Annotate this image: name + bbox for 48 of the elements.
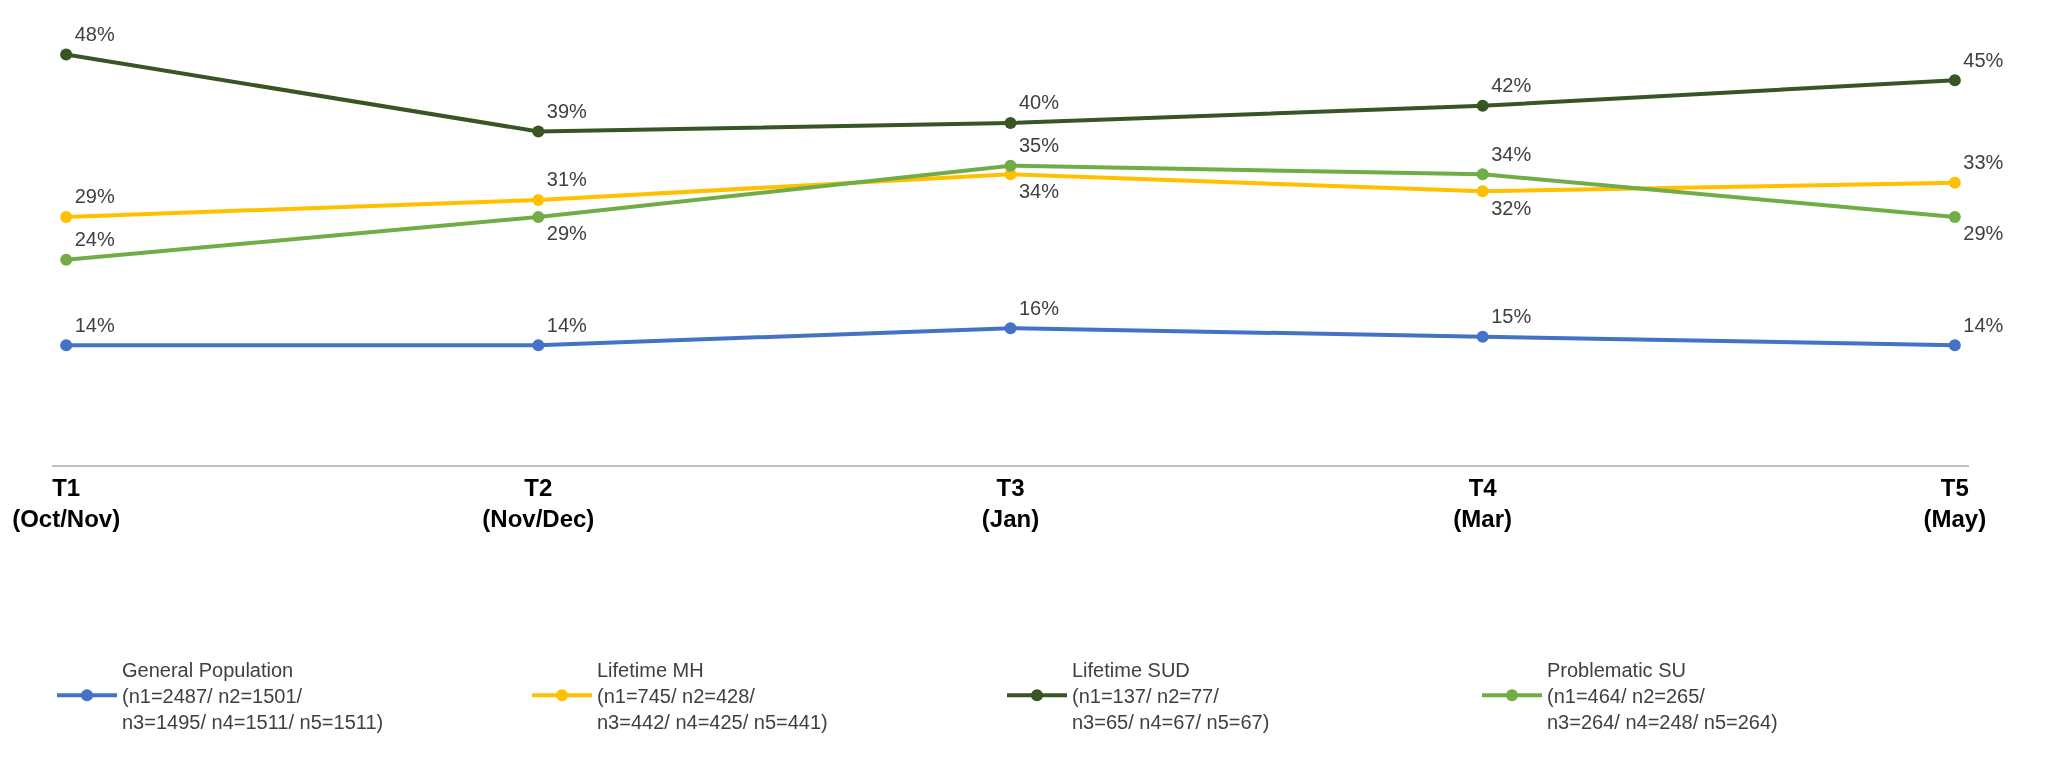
- data-label: 34%: [1019, 179, 1060, 202]
- point: [1476, 330, 1489, 343]
- data-label: 42%: [1491, 74, 1532, 97]
- data-label: 14%: [546, 313, 588, 336]
- point: [1948, 176, 1961, 189]
- point: [1004, 322, 1017, 335]
- data-label: 29%: [1963, 222, 2004, 245]
- x-tick-label: T3 (Jan): [981, 473, 1040, 532]
- point: [1476, 185, 1489, 198]
- point: [1948, 339, 1961, 352]
- data-label: 48%: [74, 23, 115, 45]
- data-label: 14%: [1963, 313, 2004, 336]
- point: [1948, 210, 1961, 223]
- x-tick-label: T1 (Oct/Nov): [12, 473, 121, 532]
- legend-label: Lifetime MH (n1=745/ n2=428/ n3=442/ n4=425/ n5=441): [597, 659, 828, 734]
- point: [1476, 168, 1489, 181]
- point: [1004, 159, 1017, 172]
- data-label: 14%: [74, 313, 115, 336]
- data-label: 29%: [546, 222, 588, 245]
- x-tick-label: T2 (Nov/Dec): [482, 473, 595, 532]
- point: [532, 210, 545, 223]
- point: [1948, 74, 1961, 87]
- point: [532, 193, 545, 206]
- x-tick-label: T5 (May): [1923, 473, 1987, 532]
- point: [532, 339, 545, 352]
- legend-label: Problematic SU (n1=464/ n2=265/ n3=264/ n4=248/ n5=264): [1547, 659, 1778, 734]
- data-label: 29%: [74, 185, 115, 208]
- point: [60, 253, 73, 266]
- data-label: 35%: [1019, 134, 1060, 157]
- data-label: 15%: [1491, 305, 1532, 328]
- legend-label: Lifetime SUD (n1=137/ n2=77/ n3=65/ n4=67/ n5=67): [1072, 659, 1270, 734]
- point: [60, 48, 73, 61]
- data-label: 31%: [546, 168, 588, 191]
- data-label: 34%: [1491, 142, 1532, 165]
- data-label: 32%: [1491, 196, 1532, 219]
- data-label: 39%: [546, 99, 588, 122]
- x-tick-label: T4 (Mar): [1453, 473, 1513, 532]
- data-label: 33%: [1963, 151, 2004, 174]
- data-label: 45%: [1963, 48, 2004, 71]
- point: [532, 125, 545, 138]
- data-label: 40%: [1019, 91, 1060, 114]
- data-label: 16%: [1019, 296, 1060, 319]
- point: [60, 210, 73, 223]
- legend-label: General Population (n1=2487/ n2=1501/ n3=1495/ n4=1511/ n5=1511): [122, 659, 384, 734]
- point: [1004, 116, 1017, 129]
- data-label: 24%: [74, 228, 115, 251]
- point: [1476, 99, 1489, 112]
- point: [60, 339, 73, 352]
